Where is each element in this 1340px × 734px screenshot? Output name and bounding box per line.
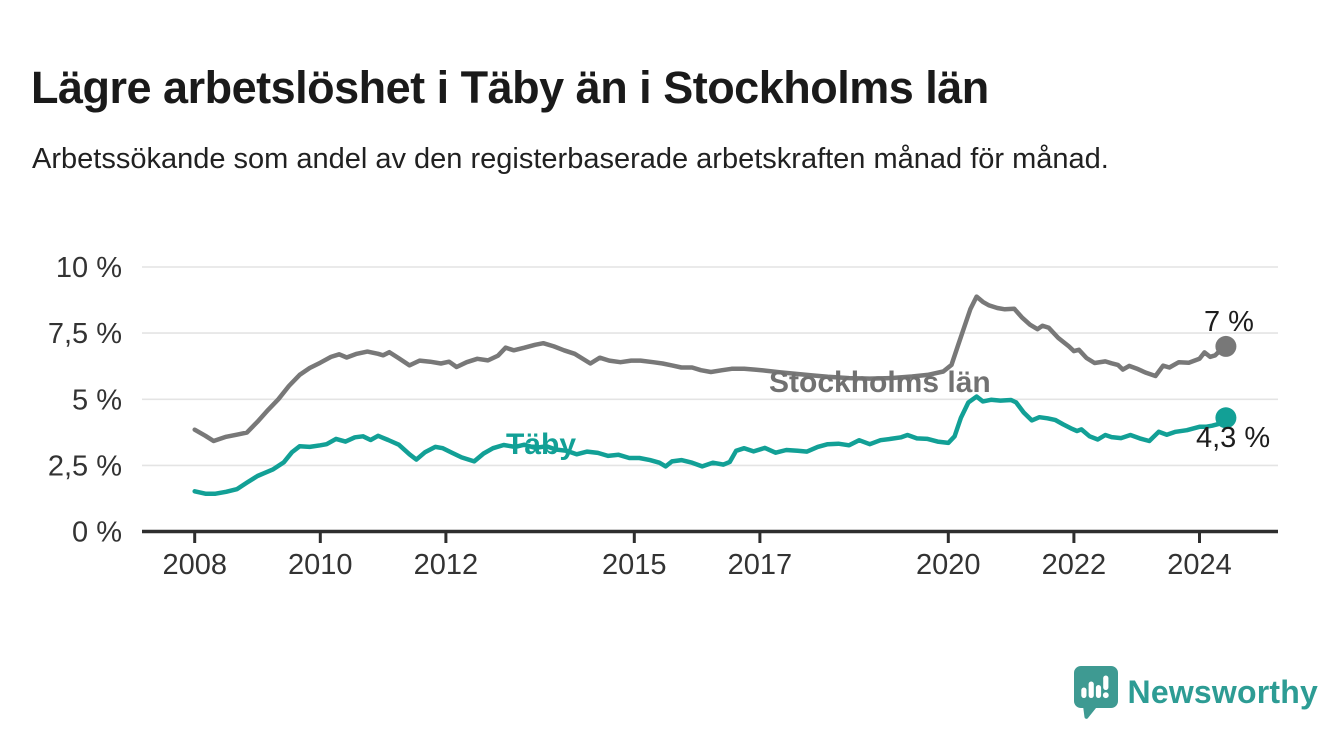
page-title: Lägre arbetslöshet i Täby än i Stockholm… [31,62,989,114]
x-tick-label-2017: 2017 [728,549,793,581]
y-tick-label-2.5: 2,5 % [48,450,122,482]
x-tick-label-2012: 2012 [414,549,479,581]
x-tick-label-2008: 2008 [162,549,227,581]
x-tick-label-2022: 2022 [1042,549,1107,581]
series-end-value-taby: 4,3 % [1196,422,1270,454]
series-end-value-stockholms-lan: 7 % [1204,306,1254,338]
series-label-stockholms-lan: Stockholms län [769,366,991,399]
series-label-taby: Täby [506,428,576,461]
x-tick-label-2024: 2024 [1167,549,1232,581]
y-tick-label-10: 10 % [56,252,122,284]
newsworthy-logo-text: Newsworthy [1127,673,1318,710]
newsworthy-logo: Newsworthy [1073,665,1318,719]
y-tick-label-0: 0 % [72,517,122,549]
x-tick-label-2015: 2015 [602,549,667,581]
newsworthy-bubble-bar-chart-icon [1073,666,1118,719]
page-subtitle: Arbetssökande som andel av den registerb… [32,143,1109,175]
series-line-stockholms-lan [192,294,1229,444]
series-end-dot-stockholms-lan [1215,335,1237,357]
y-tick-label-5: 5 % [72,384,122,416]
x-tick-label-2020: 2020 [916,549,981,581]
x-tick-label-2010: 2010 [288,549,353,581]
y-tick-label-7.5: 7,5 % [48,318,122,350]
series-line-taby [192,394,1229,496]
series-end-dot-taby [1215,407,1237,429]
